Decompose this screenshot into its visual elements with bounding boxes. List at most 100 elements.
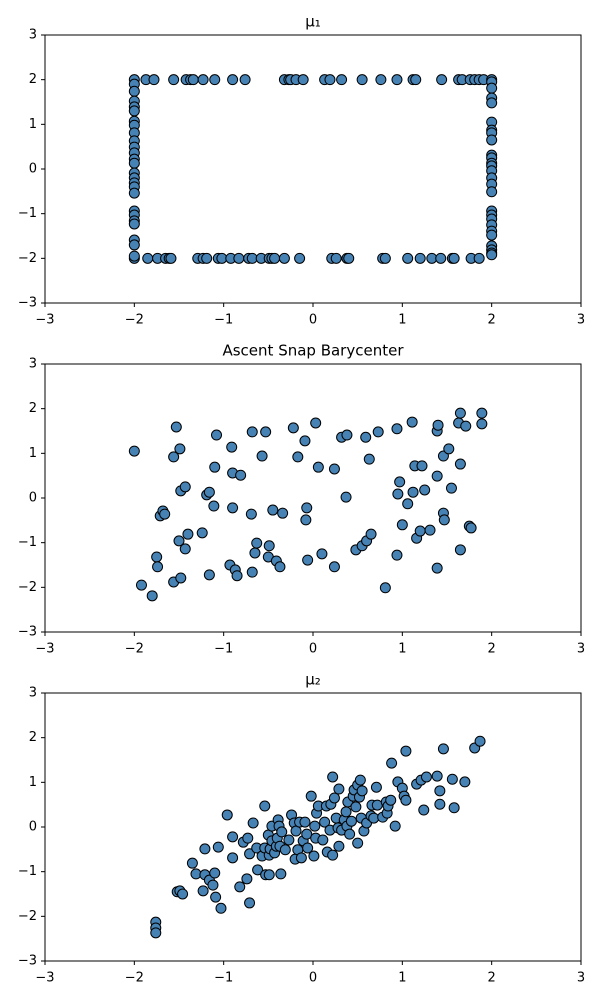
point — [294, 252, 306, 264]
point — [438, 514, 450, 526]
point — [486, 82, 498, 94]
point — [259, 800, 271, 812]
point — [179, 481, 191, 493]
point — [432, 419, 444, 431]
point — [252, 864, 264, 876]
point — [459, 776, 471, 788]
point — [142, 252, 154, 264]
point — [227, 852, 239, 864]
y-tick-label: −2 — [18, 580, 37, 595]
point — [299, 435, 311, 447]
x-tick-label: −1 — [214, 971, 233, 986]
point — [356, 74, 368, 86]
point — [177, 888, 189, 900]
x-tick-label: −2 — [125, 971, 144, 986]
point — [287, 422, 299, 434]
point — [460, 420, 472, 432]
y-tick-label: 3 — [29, 357, 37, 372]
point — [431, 562, 443, 574]
point — [201, 252, 213, 264]
x-tick-label: −2 — [125, 642, 144, 657]
point — [474, 735, 486, 747]
x-tick-label: 2 — [488, 313, 496, 328]
point — [360, 431, 372, 443]
x-tick-label: 0 — [309, 642, 317, 657]
point — [391, 423, 403, 435]
point — [308, 850, 320, 862]
x-tick-label: −3 — [35, 313, 54, 328]
point — [234, 881, 246, 893]
point — [227, 831, 239, 843]
point — [385, 794, 397, 806]
point — [168, 451, 180, 463]
point — [148, 74, 160, 86]
point — [486, 186, 498, 198]
y-tick-label: −3 — [18, 296, 37, 311]
y-tick-label: −1 — [18, 864, 37, 879]
x-tick-label: −1 — [214, 313, 233, 328]
point — [312, 461, 324, 473]
point — [340, 806, 352, 818]
point — [186, 857, 198, 869]
point — [486, 229, 498, 241]
point — [309, 820, 321, 832]
point — [333, 783, 345, 795]
point — [128, 187, 140, 199]
x-tick-label: 3 — [577, 313, 585, 328]
point — [343, 252, 355, 264]
x-tick-label: 0 — [309, 971, 317, 986]
point — [431, 470, 443, 482]
point — [354, 774, 366, 786]
point — [128, 239, 140, 251]
point — [316, 548, 328, 560]
point — [203, 569, 215, 581]
point — [128, 250, 140, 262]
y-tick-label: 1 — [29, 775, 37, 790]
axes-frame — [44, 692, 582, 962]
point — [175, 572, 187, 584]
point — [396, 519, 408, 531]
point — [211, 429, 223, 441]
point — [302, 842, 314, 854]
point — [476, 407, 488, 419]
point — [324, 74, 336, 86]
point — [150, 927, 162, 939]
point — [187, 74, 199, 86]
point — [410, 74, 422, 86]
point — [256, 450, 268, 462]
point — [128, 218, 140, 230]
point — [276, 826, 288, 838]
point — [249, 547, 261, 559]
point — [402, 498, 414, 510]
point — [251, 537, 263, 549]
point — [203, 486, 215, 498]
point — [344, 828, 356, 840]
point — [363, 453, 375, 465]
point — [310, 417, 322, 429]
axes-frame — [44, 34, 582, 304]
point — [300, 514, 312, 526]
point — [301, 502, 313, 514]
point — [260, 426, 272, 438]
point — [379, 252, 391, 264]
point — [209, 867, 221, 879]
point — [190, 868, 202, 880]
point — [391, 549, 403, 561]
point — [379, 582, 391, 594]
y-tick-label: −3 — [18, 625, 37, 640]
point — [231, 570, 243, 582]
point — [402, 252, 414, 264]
point — [434, 798, 446, 810]
x-tick-label: 1 — [398, 642, 406, 657]
point — [212, 841, 224, 853]
point — [128, 157, 140, 169]
point — [486, 249, 498, 261]
point — [437, 743, 449, 755]
point — [277, 507, 289, 519]
point — [226, 441, 238, 453]
y-tick-label: 3 — [29, 28, 37, 43]
point — [292, 451, 304, 463]
point — [165, 252, 177, 264]
point — [302, 554, 314, 566]
point — [275, 868, 287, 880]
